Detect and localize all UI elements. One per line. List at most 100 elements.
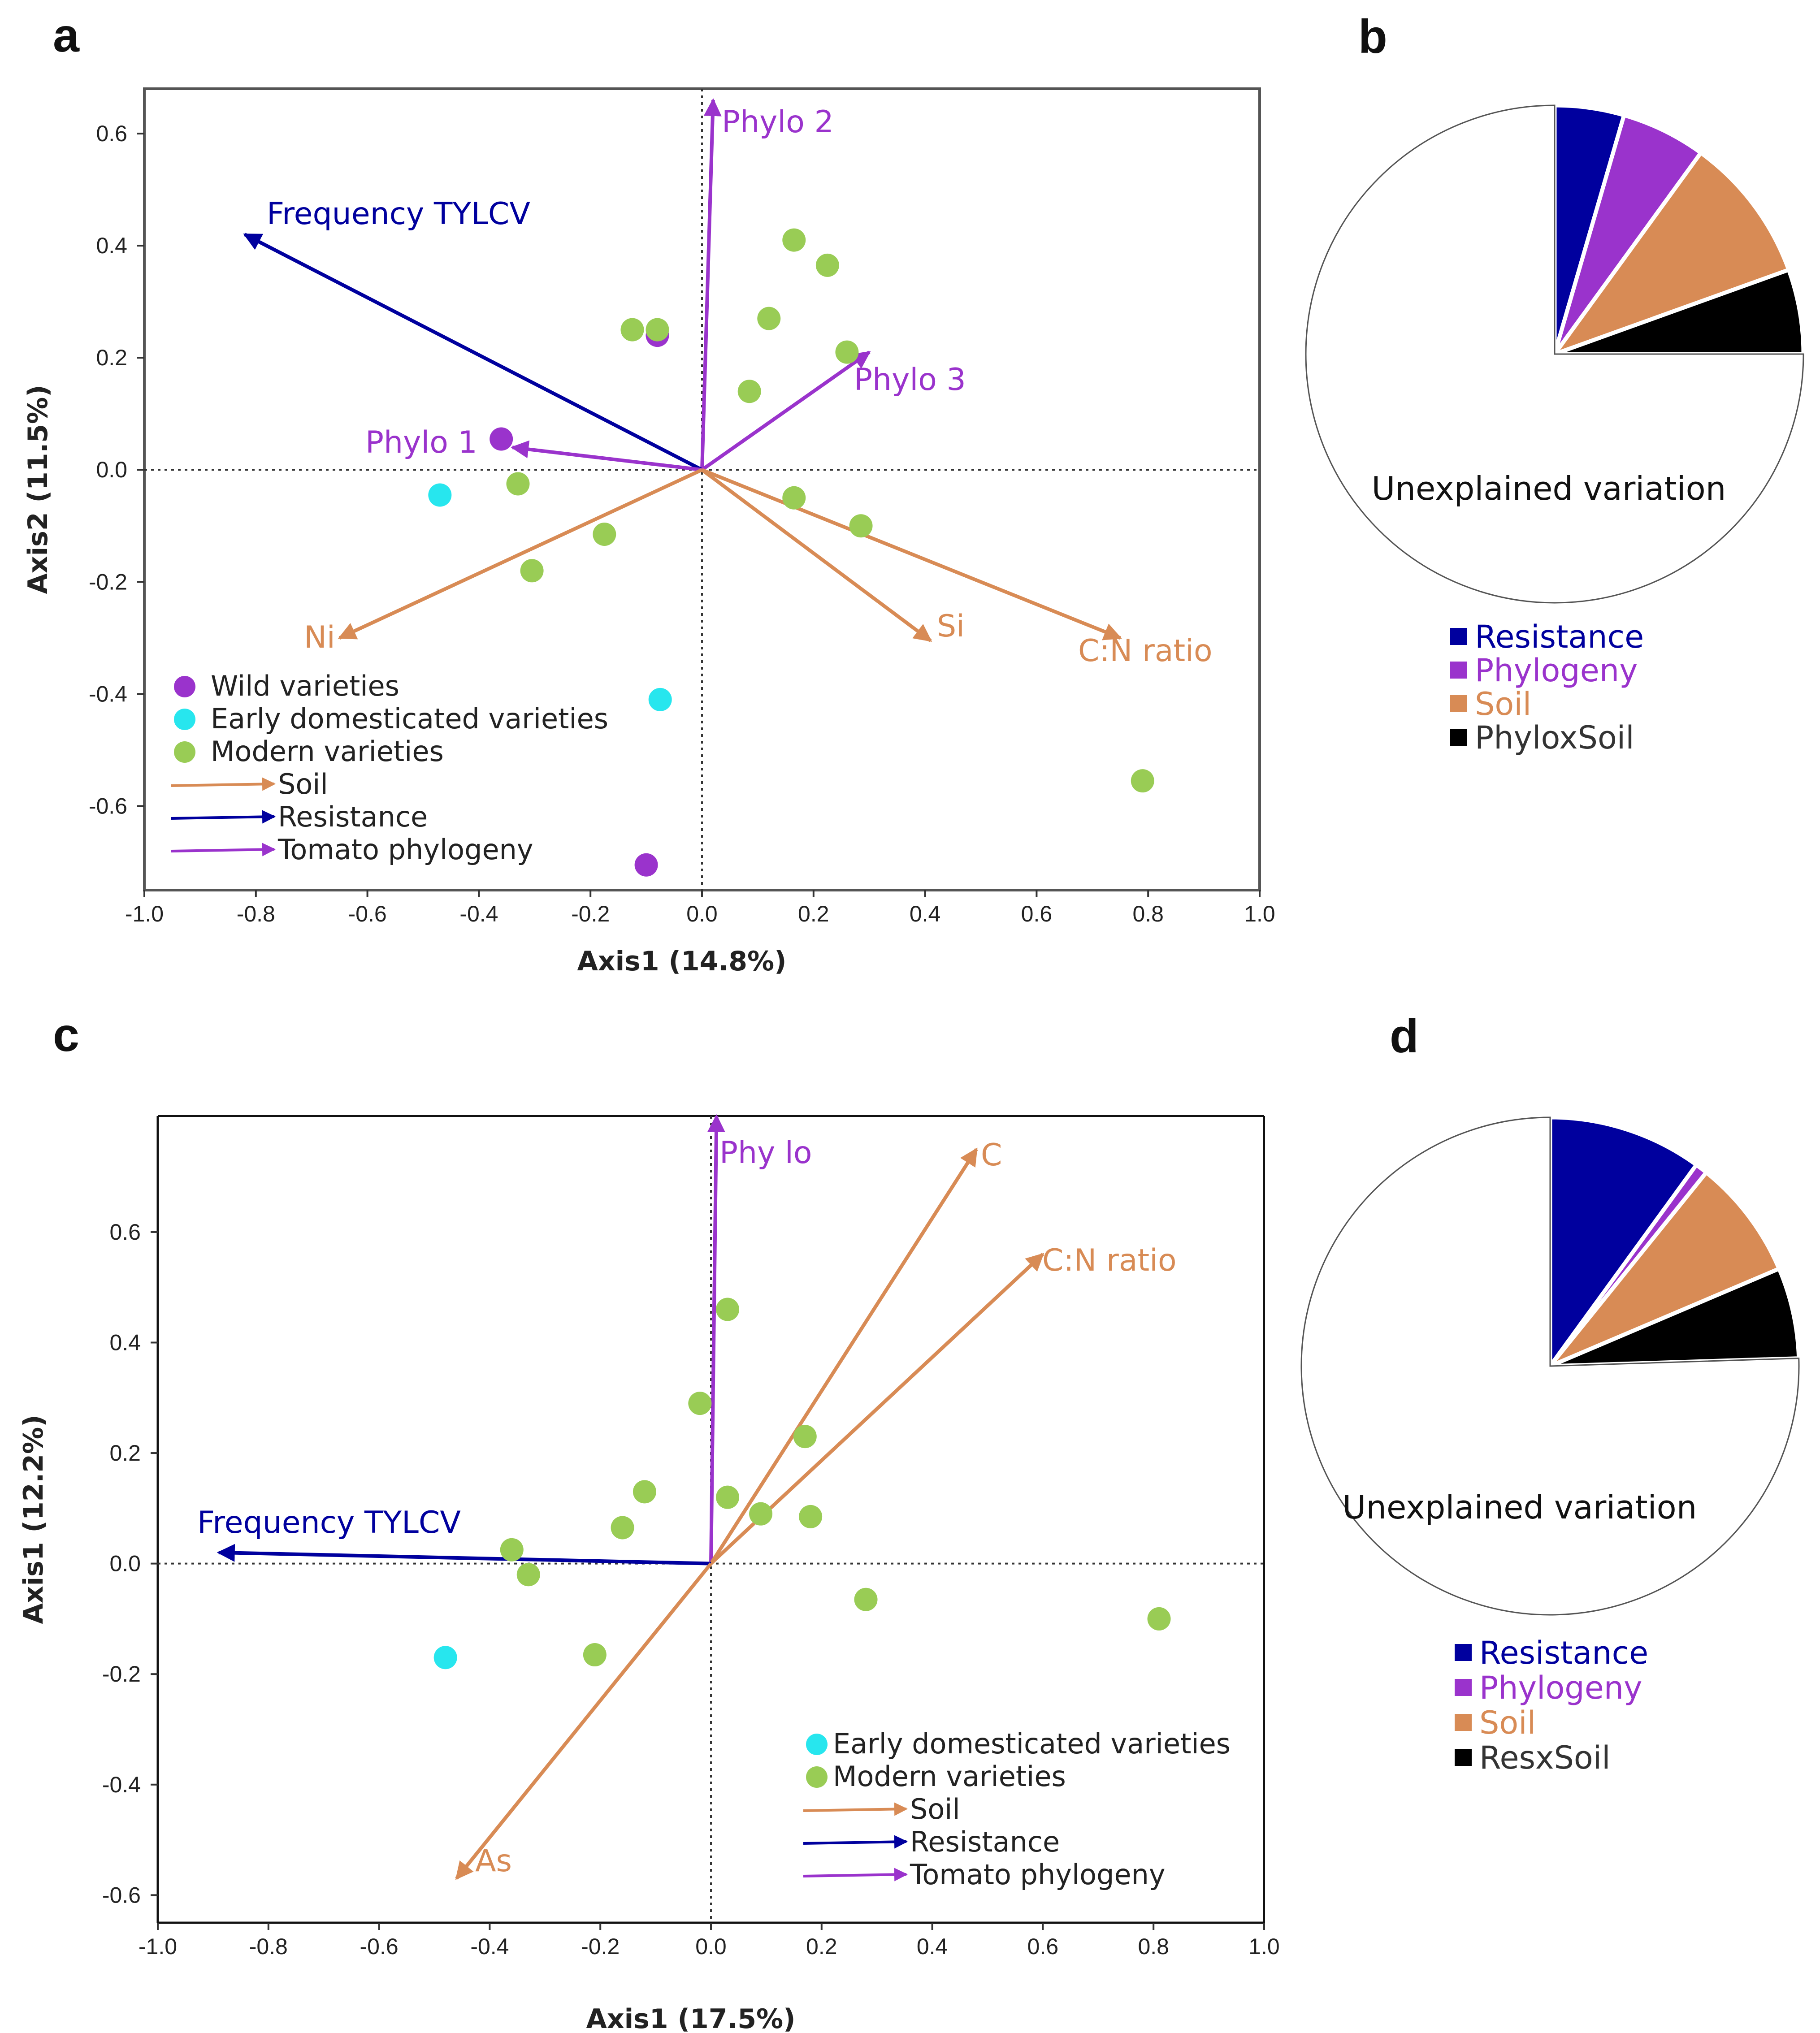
y-axis-title: Axis2 (11.5%) (22, 385, 54, 594)
legend-label: Wild varieties (211, 670, 399, 702)
legend-label: Phylogeny (1479, 1670, 1642, 1706)
data-point-modern (620, 318, 644, 342)
vector-label: C:N ratio (1042, 1243, 1177, 1278)
legend-label: Soil (910, 1793, 960, 1825)
y-tick-label: 0.0 (96, 457, 127, 482)
data-point-modern (1147, 1607, 1171, 1631)
pie-slice-phylogeny (1552, 112, 1704, 355)
legend-marker-modern (806, 1766, 828, 1788)
x-tick-label: -1.0 (125, 901, 164, 926)
data-point-modern (757, 307, 781, 330)
x-axis-title: Axis1 (14.8%) (577, 946, 786, 977)
legend-label: Soil (278, 768, 328, 800)
legend-marker-early (806, 1734, 828, 1755)
vector-arrow-phy-lo (707, 1114, 725, 1564)
data-point-modern (749, 1502, 773, 1526)
x-tick-label: -0.6 (360, 1934, 399, 1959)
legend-label: Resistance (910, 1825, 1060, 1858)
panel-d-pie: d Unexplained variation ResistancePhylogen… (1300, 1010, 1801, 1776)
data-point-modern (782, 486, 806, 510)
y-tick-label: 0.6 (96, 121, 127, 146)
legend-arrow-resistance (171, 810, 276, 824)
legend-swatch-interaction (1455, 1749, 1472, 1766)
vector-label: Si (937, 609, 965, 644)
legend-arrow-soil (171, 777, 276, 791)
data-point-modern (516, 1563, 540, 1587)
x-tick-label: 0.0 (686, 901, 718, 926)
x-tick-label: 0.8 (1132, 901, 1164, 926)
panel-letter: c (53, 1008, 79, 1061)
legend-marker-modern (174, 741, 195, 763)
vector-label: Ni (304, 620, 335, 655)
y-tick-label: -0.2 (102, 1661, 141, 1687)
legend-swatch-phylogeny (1455, 1679, 1472, 1696)
y-tick-label: -0.4 (89, 681, 127, 706)
x-tick-label: 0.2 (798, 901, 829, 926)
pie-center-label: Unexplained variation (1372, 470, 1726, 507)
legend-arrow-phylogeny (171, 843, 276, 856)
pie-center-label: Unexplained variation (1343, 1488, 1697, 1526)
legend-arrow-resistance (803, 1835, 908, 1849)
vector-label: Phylo 1 (365, 425, 477, 460)
panel-letter: d (1390, 1010, 1419, 1063)
legend-label: Early domesticated varieties (211, 702, 608, 735)
x-tick-label: 0.8 (1138, 1934, 1169, 1959)
x-tick-label: 0.4 (910, 901, 941, 926)
panel-b-pie: b Unexplained variation ResistancePhylogen… (1305, 10, 1806, 756)
vector-arrow-phylo-2 (700, 98, 722, 470)
data-point-wild (634, 853, 658, 877)
data-point-modern (782, 228, 806, 252)
panel-letter: a (53, 9, 80, 62)
y-tick-label: 0.4 (109, 1330, 141, 1355)
pie-slice-resistance (1548, 1115, 1699, 1372)
data-point-modern (506, 472, 530, 496)
legend-swatch-phylogeny (1450, 662, 1467, 679)
legend-swatch-soil (1450, 695, 1467, 712)
x-axis-title: Axis1 (17.5%) (586, 2003, 795, 2033)
data-point-modern (500, 1538, 524, 1562)
y-tick-label: 0.2 (109, 1440, 141, 1466)
x-tick-label: -1.0 (139, 1934, 177, 1959)
pie-slice-phyloxsoil (1554, 267, 1806, 356)
y-tick-label: -0.6 (102, 1882, 141, 1908)
vector-arrow-phylo-3 (701, 350, 871, 471)
data-point-modern (593, 523, 616, 546)
legend-label: Resistance (1475, 619, 1644, 655)
y-tick-label: 0.4 (96, 233, 127, 258)
pie-slice-resxsoil (1549, 1266, 1801, 1368)
legend-marker-early (174, 709, 195, 730)
data-point-early (433, 1646, 457, 1670)
vector-arrow-c (709, 1147, 978, 1565)
legend-label: Phylogeny (1475, 652, 1638, 689)
data-point-modern (1131, 769, 1154, 793)
vector-arrow-as (455, 1562, 713, 1880)
data-point-modern (799, 1505, 823, 1528)
panel-letter: b (1358, 10, 1387, 63)
vector-arrow-frequency-tylcv (217, 1544, 711, 1566)
x-tick-label: -0.8 (237, 901, 275, 926)
data-point-modern (835, 340, 859, 364)
y-axis-title: Axis1 (12.2%) (18, 1414, 49, 1624)
panel-c-biplot: c -1.0 -0.8 -0.6 -0.4 -0.2 0.0 0.2 0.4 0.6 0.8 1.0 0… (18, 1008, 1280, 2033)
pie-slice-unexplained-variation (1305, 104, 1804, 604)
legend-label: ResxSoil (1479, 1739, 1611, 1776)
vector-arrow-si (701, 468, 932, 642)
data-point-modern (611, 1516, 634, 1540)
x-tick-label: -0.2 (571, 901, 610, 926)
vector-label: C (981, 1138, 1002, 1173)
data-point-modern (646, 318, 669, 342)
y-tick-label: -0.2 (89, 569, 127, 594)
legend-label: Soil (1479, 1704, 1536, 1741)
legend-swatch-soil (1455, 1714, 1472, 1731)
legend-swatch-interaction (1450, 729, 1467, 746)
y-tick-label: -0.6 (89, 793, 127, 818)
y-tick-label: 0.2 (96, 345, 127, 370)
legend-arrow-phylogeny (803, 1868, 908, 1882)
legend-marker-wild (174, 676, 195, 697)
legend-label: PhyloxSoil (1475, 719, 1634, 756)
x-tick-label: 0.6 (1021, 901, 1053, 926)
vector-label: Frequency TYLCV (197, 1505, 461, 1540)
data-point-modern (793, 1425, 817, 1449)
data-point-modern (716, 1485, 740, 1509)
